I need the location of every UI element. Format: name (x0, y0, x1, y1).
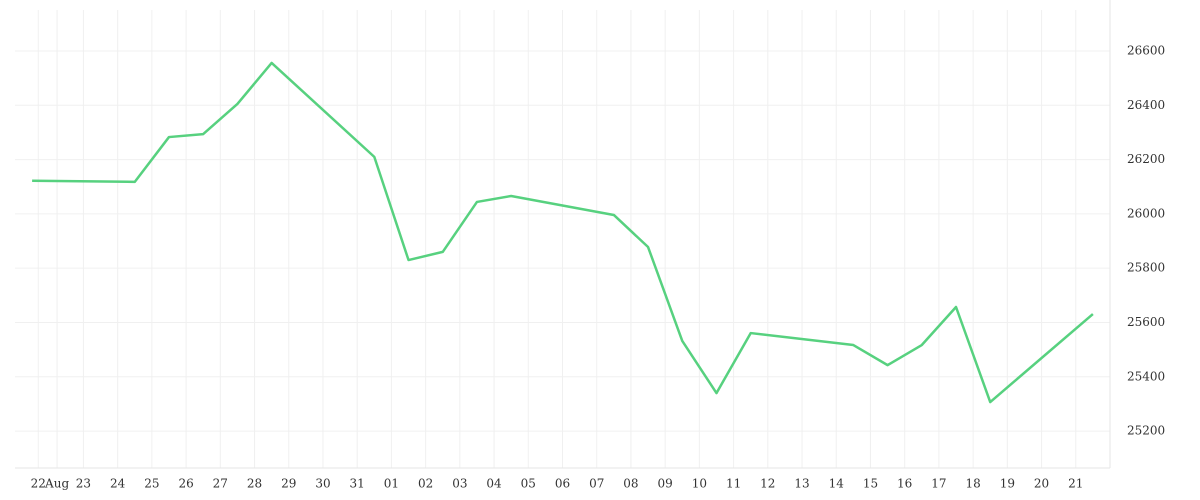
x-tick-label: 15 (863, 477, 878, 491)
x-tick-label: 01 (384, 477, 399, 491)
y-tick-label: 26200 (1127, 152, 1165, 166)
x-tick-label: 19 (1000, 477, 1015, 491)
y-tick-label: 26000 (1127, 206, 1165, 220)
x-tick-label: 17 (931, 477, 946, 491)
x-tick-label: 13 (794, 477, 809, 491)
x-tick-label: 30 (315, 477, 330, 491)
x-tick-label: 02 (418, 477, 433, 491)
y-tick-label: 25800 (1127, 261, 1165, 275)
y-tick-label: 25200 (1127, 424, 1165, 438)
x-tick-label: 18 (965, 477, 980, 491)
y-tick-label: 25400 (1127, 369, 1165, 383)
x-tick-label: 11 (726, 477, 741, 491)
x-tick-label: 24 (110, 477, 126, 491)
x-tick-label: 09 (658, 477, 673, 491)
x-tick-label: 07 (589, 477, 604, 491)
x-tick-label: 12 (760, 477, 775, 491)
x-tick-label: 04 (486, 477, 502, 491)
y-tick-label: 25600 (1127, 315, 1165, 329)
y-tick-label: 26600 (1127, 43, 1165, 57)
x-tick-label: 08 (623, 477, 638, 491)
y-tick-label: 26400 (1127, 98, 1165, 112)
x-tick-label: 14 (829, 477, 845, 491)
x-tick-label: 29 (281, 477, 296, 491)
x-tick-label: 22 (31, 477, 46, 491)
x-tick-label: 23 (76, 477, 91, 491)
x-tick-label: 06 (555, 477, 570, 491)
x-tick-label: 21 (1068, 477, 1083, 491)
line-series (32, 61, 1094, 404)
x-tick-label: 27 (213, 477, 228, 491)
x-tick-label: 28 (247, 477, 262, 491)
x-tick-label: 05 (521, 477, 536, 491)
x-tick-label: 25 (144, 477, 159, 491)
x-tick-label: 31 (350, 477, 365, 491)
x-tick-label: 16 (897, 477, 912, 491)
x-tick-label: Aug (44, 477, 69, 491)
x-tick-label: 26 (178, 477, 193, 491)
x-tick-label: 20 (1034, 477, 1049, 491)
x-tick-label: 10 (692, 477, 707, 491)
x-tick-label: 03 (452, 477, 467, 491)
